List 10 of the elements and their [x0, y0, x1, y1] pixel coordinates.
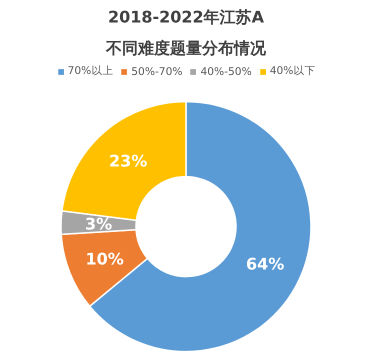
legend-label: 40%以下: [270, 64, 316, 78]
legend-label: 50%-70%: [131, 64, 182, 78]
data-label: 23%: [108, 151, 148, 170]
chart-title: 2018-2022年江苏A: [108, 8, 265, 26]
legend-label: 40%-50%: [200, 64, 252, 78]
data-label: 10%: [85, 249, 124, 268]
legend-label: 70%以上: [68, 64, 114, 78]
chart-subtitle: 不同难度题量分布情况: [105, 38, 267, 58]
data-label: 64%: [246, 254, 284, 274]
data-label: 3%: [84, 214, 112, 234]
